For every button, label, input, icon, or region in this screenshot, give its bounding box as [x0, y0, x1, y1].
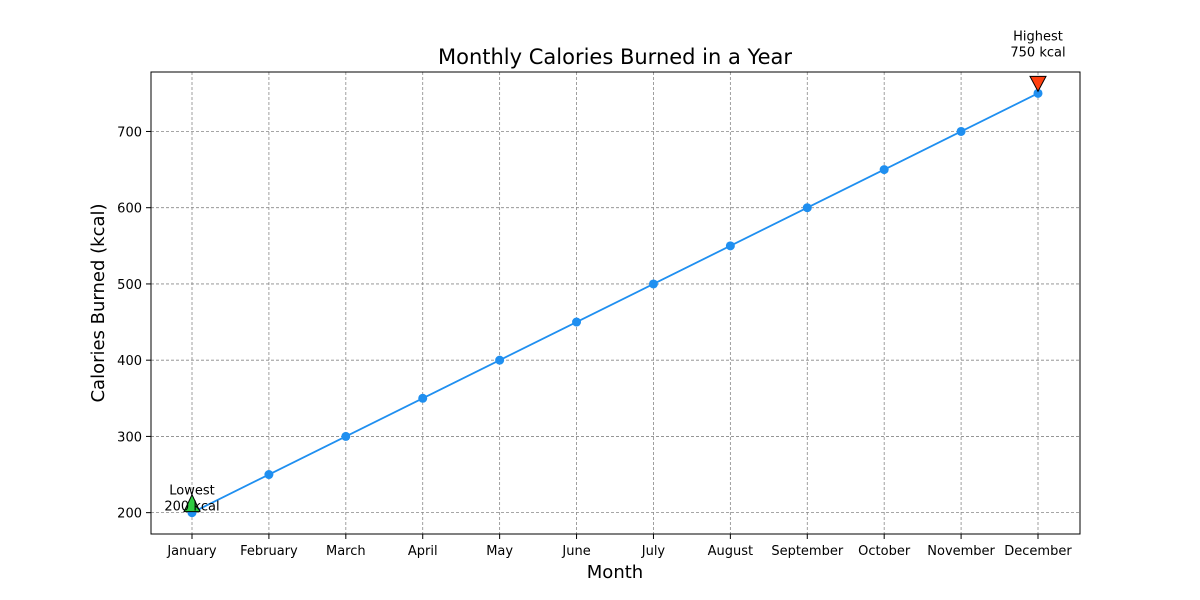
- x-tick-label: June: [561, 544, 590, 559]
- y-tick-label: 500: [117, 278, 142, 293]
- x-tick-label: January: [166, 544, 217, 559]
- x-tick-label: August: [708, 544, 754, 559]
- x-tick-label: March: [326, 544, 366, 559]
- data-point: [1033, 88, 1043, 98]
- x-axis-title: Month: [587, 562, 643, 583]
- x-tick-label: November: [927, 544, 995, 559]
- data-point: [879, 165, 889, 175]
- annotation-label-line2: 750 kcal: [1010, 45, 1065, 60]
- x-tick-label: February: [240, 544, 298, 559]
- x-tick-label: September: [771, 544, 844, 559]
- x-tick-label: July: [641, 544, 666, 559]
- y-tick-label: 200: [117, 507, 142, 522]
- y-tick-label: 300: [117, 430, 142, 445]
- data-point: [495, 355, 505, 365]
- y-tick-label: 700: [117, 125, 142, 140]
- annotation-marker: [1029, 75, 1047, 93]
- series-line: [191, 92, 1039, 514]
- x-tick-label: December: [1004, 544, 1072, 559]
- y-axis-title: Calories Burned (kcal): [88, 203, 109, 402]
- x-tick-label: May: [486, 544, 513, 559]
- x-tick-label: April: [408, 544, 438, 559]
- x-axis: January February March April May June July Augu…: [166, 534, 1072, 559]
- annotation-label-line1: Highest: [1013, 29, 1063, 44]
- annotation-label-line2: 200 kcal: [164, 500, 219, 515]
- data-point: [802, 203, 812, 213]
- series-line-path: [191, 92, 1039, 514]
- data-point: [341, 431, 351, 441]
- plot-frame: [150, 71, 1081, 535]
- y-tick-label: 400: [117, 354, 142, 369]
- annotation-marker: [183, 493, 201, 513]
- y-tick-label: 600: [117, 202, 142, 217]
- grid: [151, 72, 1080, 534]
- data-point: [725, 241, 735, 251]
- data-point: [418, 393, 428, 403]
- annotation-label-line1: Lowest: [169, 484, 214, 499]
- data-point: [648, 279, 658, 289]
- chart-title: Monthly Calories Burned in a Year: [438, 45, 792, 69]
- x-tick-label: October: [858, 544, 911, 559]
- data-point: [572, 317, 582, 327]
- data-point: [956, 126, 966, 136]
- data-point: [264, 470, 274, 480]
- y-axis: 200 300 400 500 600 700: [117, 125, 151, 522]
